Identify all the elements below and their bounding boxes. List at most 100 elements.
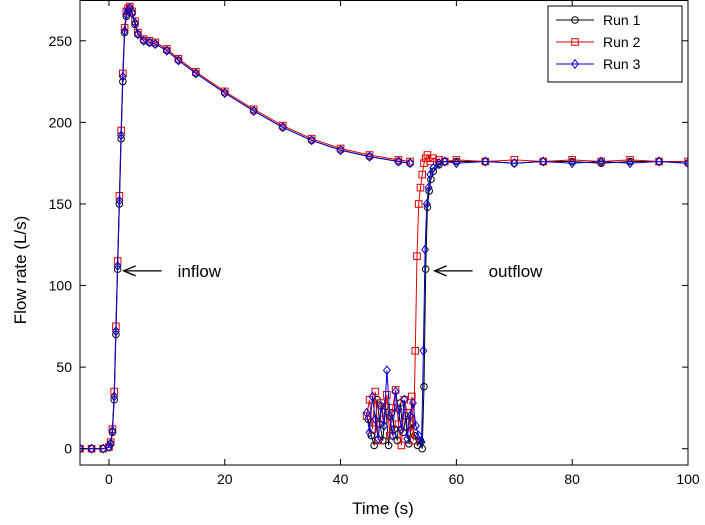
legend-marker bbox=[571, 58, 579, 70]
y-tick-label: 250 bbox=[49, 33, 73, 49]
series-3-point bbox=[385, 410, 394, 422]
x-tick-label: 0 bbox=[105, 471, 113, 487]
series-3-point bbox=[108, 425, 117, 436]
annotation-label: inflow bbox=[178, 262, 222, 281]
y-tick-label: 200 bbox=[49, 114, 73, 130]
series-3-point bbox=[162, 45, 171, 56]
series-2-point bbox=[429, 154, 438, 163]
series-3-point bbox=[597, 156, 606, 167]
legend-label: Run 3 bbox=[603, 56, 641, 72]
series-3-point bbox=[411, 420, 420, 431]
series-3-point bbox=[414, 430, 423, 441]
series-3-point bbox=[131, 17, 139, 28]
series-3-point bbox=[452, 158, 461, 169]
series-3-point bbox=[128, 7, 137, 19]
series-3-point bbox=[336, 144, 345, 156]
series-3-point bbox=[419, 345, 428, 356]
series-3-point bbox=[377, 401, 386, 412]
legend-label: Run 2 bbox=[603, 34, 641, 50]
legend-marker bbox=[571, 38, 579, 46]
legend-box bbox=[547, 5, 683, 83]
series-2-point bbox=[416, 183, 425, 192]
series-3-point bbox=[394, 404, 403, 415]
y-tick-label: 100 bbox=[49, 278, 73, 294]
series-3-point bbox=[417, 437, 426, 448]
series-3-point bbox=[406, 410, 414, 422]
series-3-point bbox=[391, 386, 400, 397]
series-3-point bbox=[80, 443, 84, 454]
series-1-point bbox=[423, 203, 432, 212]
series-3-point bbox=[406, 158, 414, 169]
series-2-point bbox=[362, 412, 371, 420]
series-3-point bbox=[87, 443, 96, 454]
series-3-point bbox=[422, 198, 431, 210]
series-3-point bbox=[174, 55, 183, 66]
series-2-point bbox=[684, 157, 688, 166]
series-2-point bbox=[397, 441, 406, 450]
series-3-inflow-line bbox=[80, 7, 411, 450]
series-1-point bbox=[379, 436, 387, 445]
series-3-point bbox=[113, 260, 122, 272]
series-3-point bbox=[440, 156, 449, 167]
y-axis-label: Flow rate (L/s) bbox=[11, 216, 30, 325]
series-3-point bbox=[568, 158, 577, 169]
series-3-point bbox=[220, 87, 229, 99]
series-3 bbox=[80, 3, 688, 454]
series-3-point bbox=[426, 169, 435, 180]
series-3-point bbox=[362, 407, 371, 418]
series-1-point bbox=[425, 187, 433, 195]
annotation-arrow-head bbox=[432, 265, 447, 277]
series-3-point bbox=[118, 71, 127, 82]
series-2-point bbox=[414, 200, 423, 208]
x-tick-label: 20 bbox=[217, 471, 233, 487]
series-3-point bbox=[539, 156, 548, 167]
series-3-point bbox=[655, 156, 663, 167]
series-3-point bbox=[120, 25, 129, 37]
series-3-point bbox=[133, 29, 142, 40]
series-3-point bbox=[106, 438, 115, 449]
series-3-point bbox=[151, 38, 160, 50]
series-3-point bbox=[105, 441, 113, 453]
series-3-point bbox=[307, 135, 316, 146]
annotation-layer: inflow outflow bbox=[121, 262, 544, 281]
series-layer bbox=[80, 2, 688, 454]
series-3-point bbox=[421, 244, 430, 255]
series-3-point bbox=[249, 105, 258, 117]
series-3-point bbox=[110, 391, 119, 402]
series-3-point bbox=[380, 420, 388, 431]
series-3-point bbox=[429, 162, 438, 174]
annotation-label: outflow bbox=[489, 262, 544, 281]
annotation-inflow: inflow bbox=[121, 262, 222, 281]
series-3-point bbox=[394, 156, 403, 167]
series-2-point bbox=[383, 391, 391, 399]
series-3-point bbox=[626, 158, 635, 169]
ticks-layer: 0 20 40 60 80 100 0 50 100 150 200 250 bbox=[49, 0, 700, 487]
legend-marker bbox=[571, 16, 579, 24]
legend-item-run-2: Run 2 bbox=[556, 34, 641, 50]
series-3-point bbox=[365, 427, 374, 438]
series-1-point bbox=[384, 441, 393, 450]
series-3-point bbox=[424, 182, 433, 193]
series-3-point bbox=[111, 326, 120, 337]
series-3-point bbox=[397, 423, 406, 435]
series-3-point bbox=[382, 365, 391, 376]
annotation-arrow-head bbox=[121, 265, 136, 277]
series-3-point bbox=[117, 130, 126, 141]
series-3-point bbox=[510, 158, 519, 169]
series-3-point bbox=[145, 37, 154, 48]
x-axis-label: Time (s) bbox=[352, 499, 414, 518]
y-tick-label: 150 bbox=[49, 196, 73, 212]
series-3-point bbox=[368, 391, 377, 402]
series-3-point bbox=[191, 68, 200, 79]
legend-item-run-1: Run 1 bbox=[556, 12, 641, 28]
annotation-outflow: outflow bbox=[432, 262, 544, 281]
series-2-point bbox=[371, 387, 380, 396]
series-3-point bbox=[371, 414, 380, 425]
y-tick-label: 0 bbox=[64, 441, 72, 457]
x-tick-label: 60 bbox=[449, 471, 465, 487]
x-tick-label: 40 bbox=[333, 471, 349, 487]
legend-label: Run 1 bbox=[603, 12, 641, 28]
y-tick-label: 50 bbox=[56, 359, 72, 375]
